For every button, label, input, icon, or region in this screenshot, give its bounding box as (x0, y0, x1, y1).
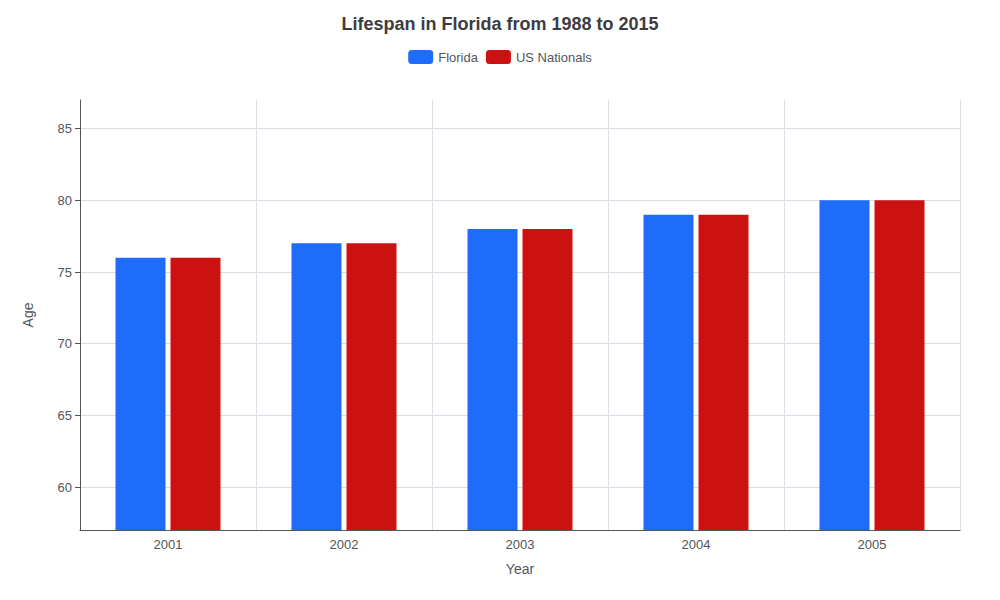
svg-text:85: 85 (58, 121, 72, 136)
svg-text:75: 75 (58, 265, 72, 280)
svg-text:2004: 2004 (682, 537, 711, 552)
svg-text:Lifespan in Florida from 1988: Lifespan in Florida from 1988 to 2015 (341, 14, 658, 34)
svg-text:2002: 2002 (330, 537, 359, 552)
svg-text:2005: 2005 (858, 537, 887, 552)
svg-text:60: 60 (58, 480, 72, 495)
svg-text:Florida: Florida (438, 50, 479, 65)
svg-text:80: 80 (58, 193, 72, 208)
svg-text:US Nationals: US Nationals (516, 50, 592, 65)
svg-text:2001: 2001 (154, 537, 183, 552)
svg-text:65: 65 (58, 408, 72, 423)
svg-text:2003: 2003 (506, 537, 535, 552)
svg-text:Age: Age (20, 302, 36, 327)
svg-text:Year: Year (506, 561, 535, 577)
svg-text:70: 70 (58, 336, 72, 351)
